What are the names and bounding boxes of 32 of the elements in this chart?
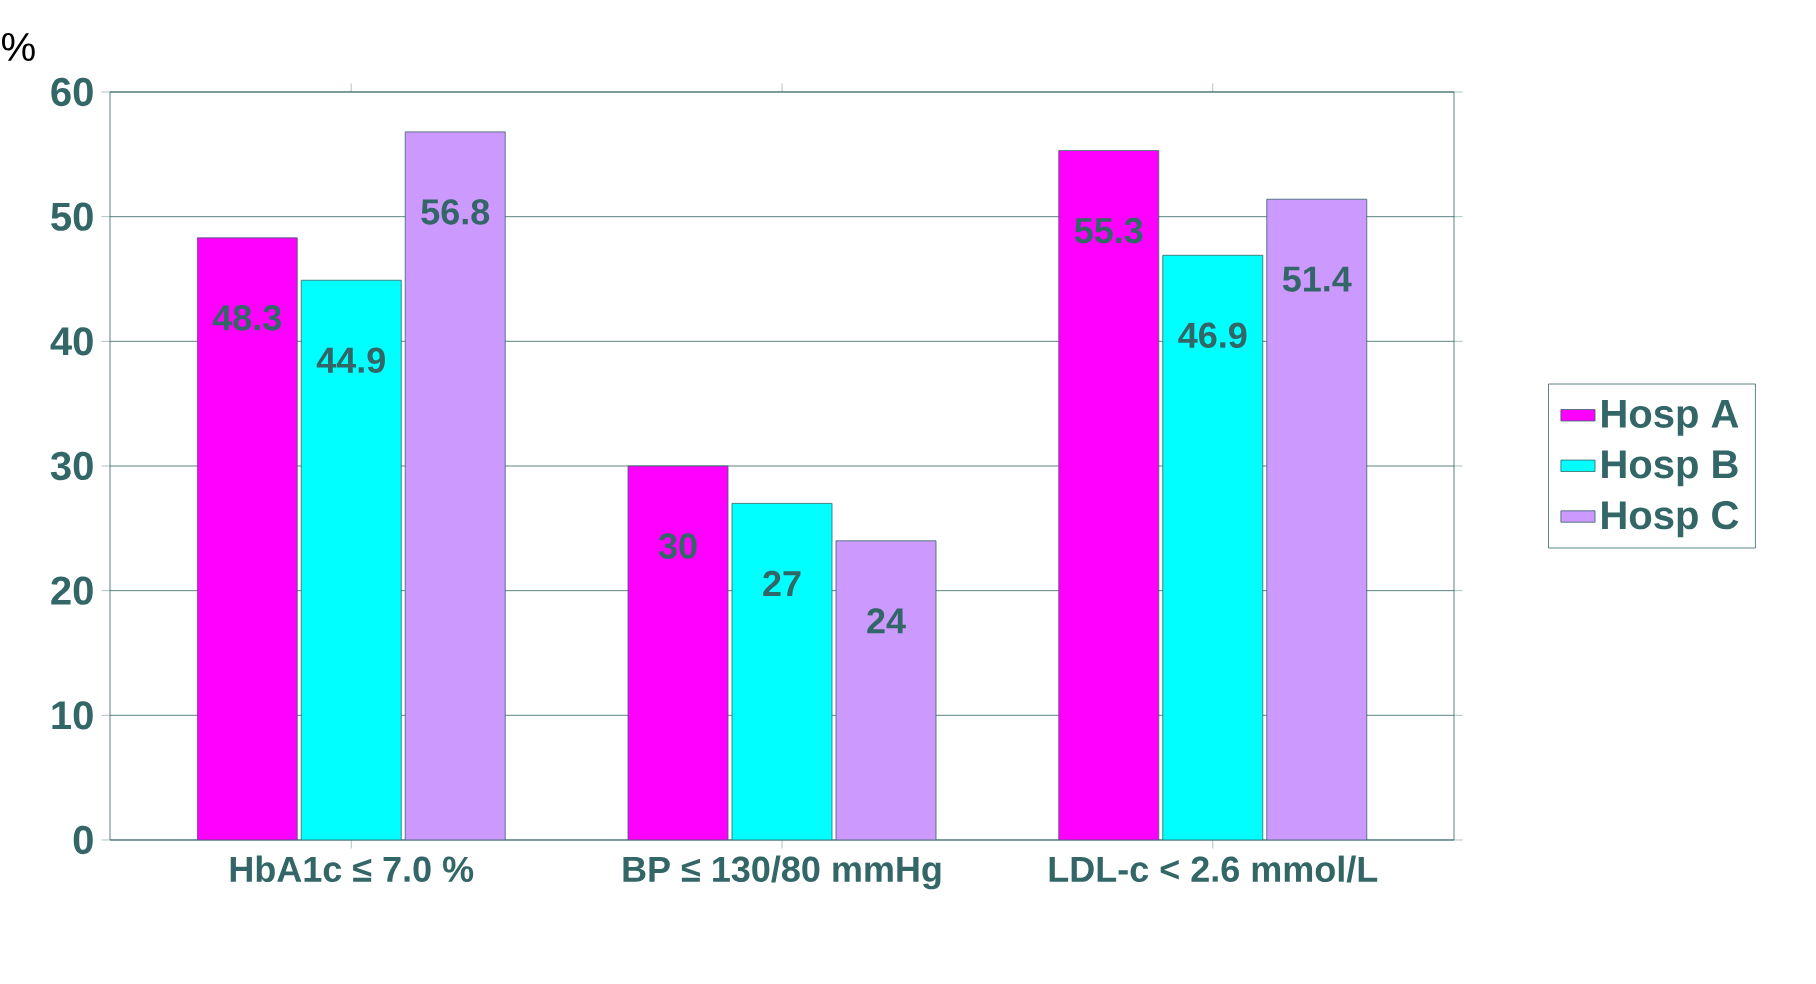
data-label: 30 — [658, 533, 697, 559]
y-tick-label: 60 — [51, 77, 93, 107]
data-label: 44.9 — [316, 347, 385, 373]
bar — [1266, 198, 1368, 840]
bar — [731, 502, 833, 840]
y-tick-label: 0 — [73, 825, 93, 855]
y-axis-title: % — [2, 32, 35, 61]
bar — [835, 540, 937, 840]
legend-label: Hosp C — [1602, 501, 1739, 538]
x-tick-label: HbA1c ≤ 7.0 % — [230, 855, 474, 883]
bar — [627, 465, 729, 840]
x-tick-label: LDL-c < 2.6 mmol/L — [1049, 855, 1378, 883]
y-tick-label: 50 — [51, 202, 93, 231]
legend-label: Hosp A — [1602, 400, 1739, 436]
bar — [1058, 150, 1160, 840]
data-label: 51.4 — [1282, 266, 1352, 292]
data-label: 27 — [763, 570, 801, 596]
data-label: 48.3 — [212, 305, 281, 331]
y-tick-label: 30 — [50, 451, 93, 481]
y-tick-label: 10 — [52, 701, 93, 730]
y-tick-label: 40 — [50, 327, 93, 356]
x-tick-label: BP ≤ 130/80 mmHg — [623, 855, 941, 890]
data-label: 46.9 — [1178, 322, 1247, 349]
bar — [1162, 254, 1264, 840]
bar — [300, 279, 402, 840]
legend-label: Hosp B — [1602, 450, 1738, 487]
data-label: 24 — [867, 608, 906, 634]
data-label: 55.3 — [1074, 217, 1143, 244]
bar — [404, 131, 506, 840]
y-tick-label: 20 — [51, 576, 93, 605]
bar — [196, 237, 298, 840]
data-label: 56.8 — [421, 199, 490, 225]
